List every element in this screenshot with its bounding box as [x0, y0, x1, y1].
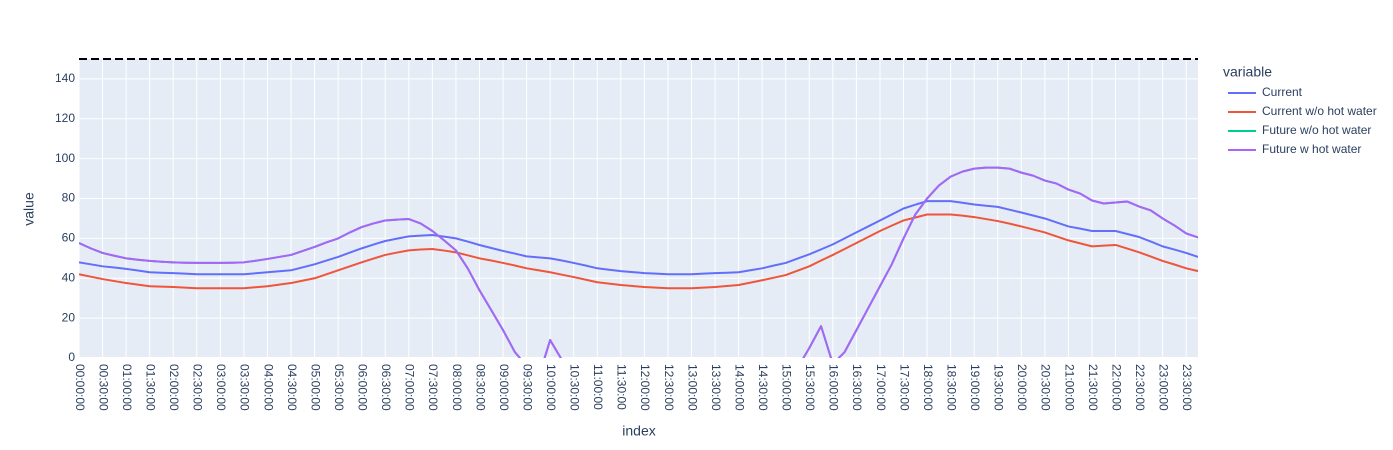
x-tick-label: 16:30:00: [850, 364, 864, 411]
legend-label: Current w/o hot water: [1262, 104, 1377, 118]
series-line: [79, 166, 1198, 358]
x-tick-label: 10:30:00: [568, 364, 582, 411]
x-tick-label: 08:00:00: [450, 364, 464, 411]
x-tick-label: 15:30:00: [803, 364, 817, 411]
series-line: [79, 200, 1198, 276]
x-tick-label: 17:30:00: [897, 364, 911, 411]
x-tick-label: 19:00:00: [968, 364, 982, 411]
x-tick-label: 07:00:00: [403, 364, 417, 411]
x-tick-label: 06:30:00: [379, 364, 393, 411]
x-tick-label: 12:00:00: [638, 364, 652, 411]
x-tick-label: 14:30:00: [756, 364, 770, 411]
x-tick-label: 03:30:00: [238, 364, 252, 411]
x-tick-label: 18:00:00: [921, 364, 935, 411]
lines: [79, 166, 1198, 358]
grid: [78, 59, 1198, 359]
x-tick-label: 05:30:00: [332, 364, 346, 411]
y-tick-label: 20: [62, 310, 76, 324]
x-tick-label: 16:00:00: [827, 364, 841, 411]
x-tick-label: 04:00:00: [261, 364, 275, 411]
y-tick-label: 40: [62, 270, 76, 284]
x-tick-label: 11:00:00: [591, 364, 605, 410]
x-tick-label: 22:30:00: [1133, 364, 1147, 411]
x-tick-label: 13:00:00: [685, 364, 699, 411]
x-tick-label: 01:00:00: [120, 364, 134, 411]
x-tick-label: 23:30:00: [1180, 364, 1194, 411]
legend-label: Future w hot water: [1262, 142, 1361, 156]
x-tick-label: 12:30:00: [662, 364, 676, 411]
y-tick-label: 140: [55, 71, 75, 85]
x-tick-label: 14:00:00: [732, 364, 746, 411]
x-tick-label: 21:00:00: [1062, 364, 1076, 411]
x-tick-label: 21:30:00: [1086, 364, 1100, 411]
x-tick-label: 18:30:00: [944, 364, 958, 411]
x-tick-label: 08:30:00: [473, 364, 487, 411]
x-tick-label: 03:00:00: [214, 364, 228, 411]
x-tick-label: 07:30:00: [426, 364, 440, 411]
x-tick-label: 09:30:00: [520, 364, 534, 411]
x-tick-label: 00:00:00: [73, 364, 87, 411]
y-tick-label: 0: [68, 350, 75, 364]
x-tick-label: 20:30:00: [1039, 364, 1053, 411]
y-tick-label: 80: [62, 191, 76, 205]
legend-label: Future w/o hot water: [1262, 123, 1371, 137]
y-tick-label: 100: [55, 151, 75, 165]
y-axis-title: value: [21, 192, 37, 226]
y-tick-label: 60: [62, 231, 76, 245]
x-tick-label: 23:00:00: [1156, 364, 1170, 411]
x-tick-label: 02:30:00: [191, 364, 205, 411]
x-tick-label: 19:30:00: [992, 364, 1006, 411]
x-tick-label: 06:00:00: [356, 364, 370, 411]
x-axis-title: index: [622, 423, 655, 439]
series-line: [79, 213, 1198, 290]
x-tick-label: 20:00:00: [1015, 364, 1029, 411]
plot-area: [79, 59, 1198, 358]
legend: Current Current w/o hot water Future w/o h…: [1228, 85, 1377, 156]
x-tick-label: 00:30:00: [96, 364, 110, 411]
x-tick-label: 17:00:00: [874, 364, 888, 411]
x-tick-label: 22:00:00: [1109, 364, 1123, 411]
x-tick-label: 10:00:00: [544, 364, 558, 411]
x-tick-label: 09:00:00: [497, 364, 511, 411]
legend-label: Current: [1262, 85, 1303, 99]
x-tick-label: 01:30:00: [144, 364, 158, 411]
x-tick-label: 13:30:00: [709, 364, 723, 411]
x-tick-label: 05:00:00: [308, 364, 322, 411]
y-tick-label: 120: [55, 111, 75, 125]
x-tick-label: 04:30:00: [285, 364, 299, 411]
x-tick-label: 02:00:00: [167, 364, 181, 411]
legend-title: variable: [1223, 64, 1272, 80]
x-tick-label: 15:00:00: [780, 364, 794, 411]
labels: 0 20 40 60 80 100 120 140 00:00:00 00:30:00 01:00:…: [55, 58, 1198, 411]
x-tick-label: 11:30:00: [615, 364, 629, 410]
